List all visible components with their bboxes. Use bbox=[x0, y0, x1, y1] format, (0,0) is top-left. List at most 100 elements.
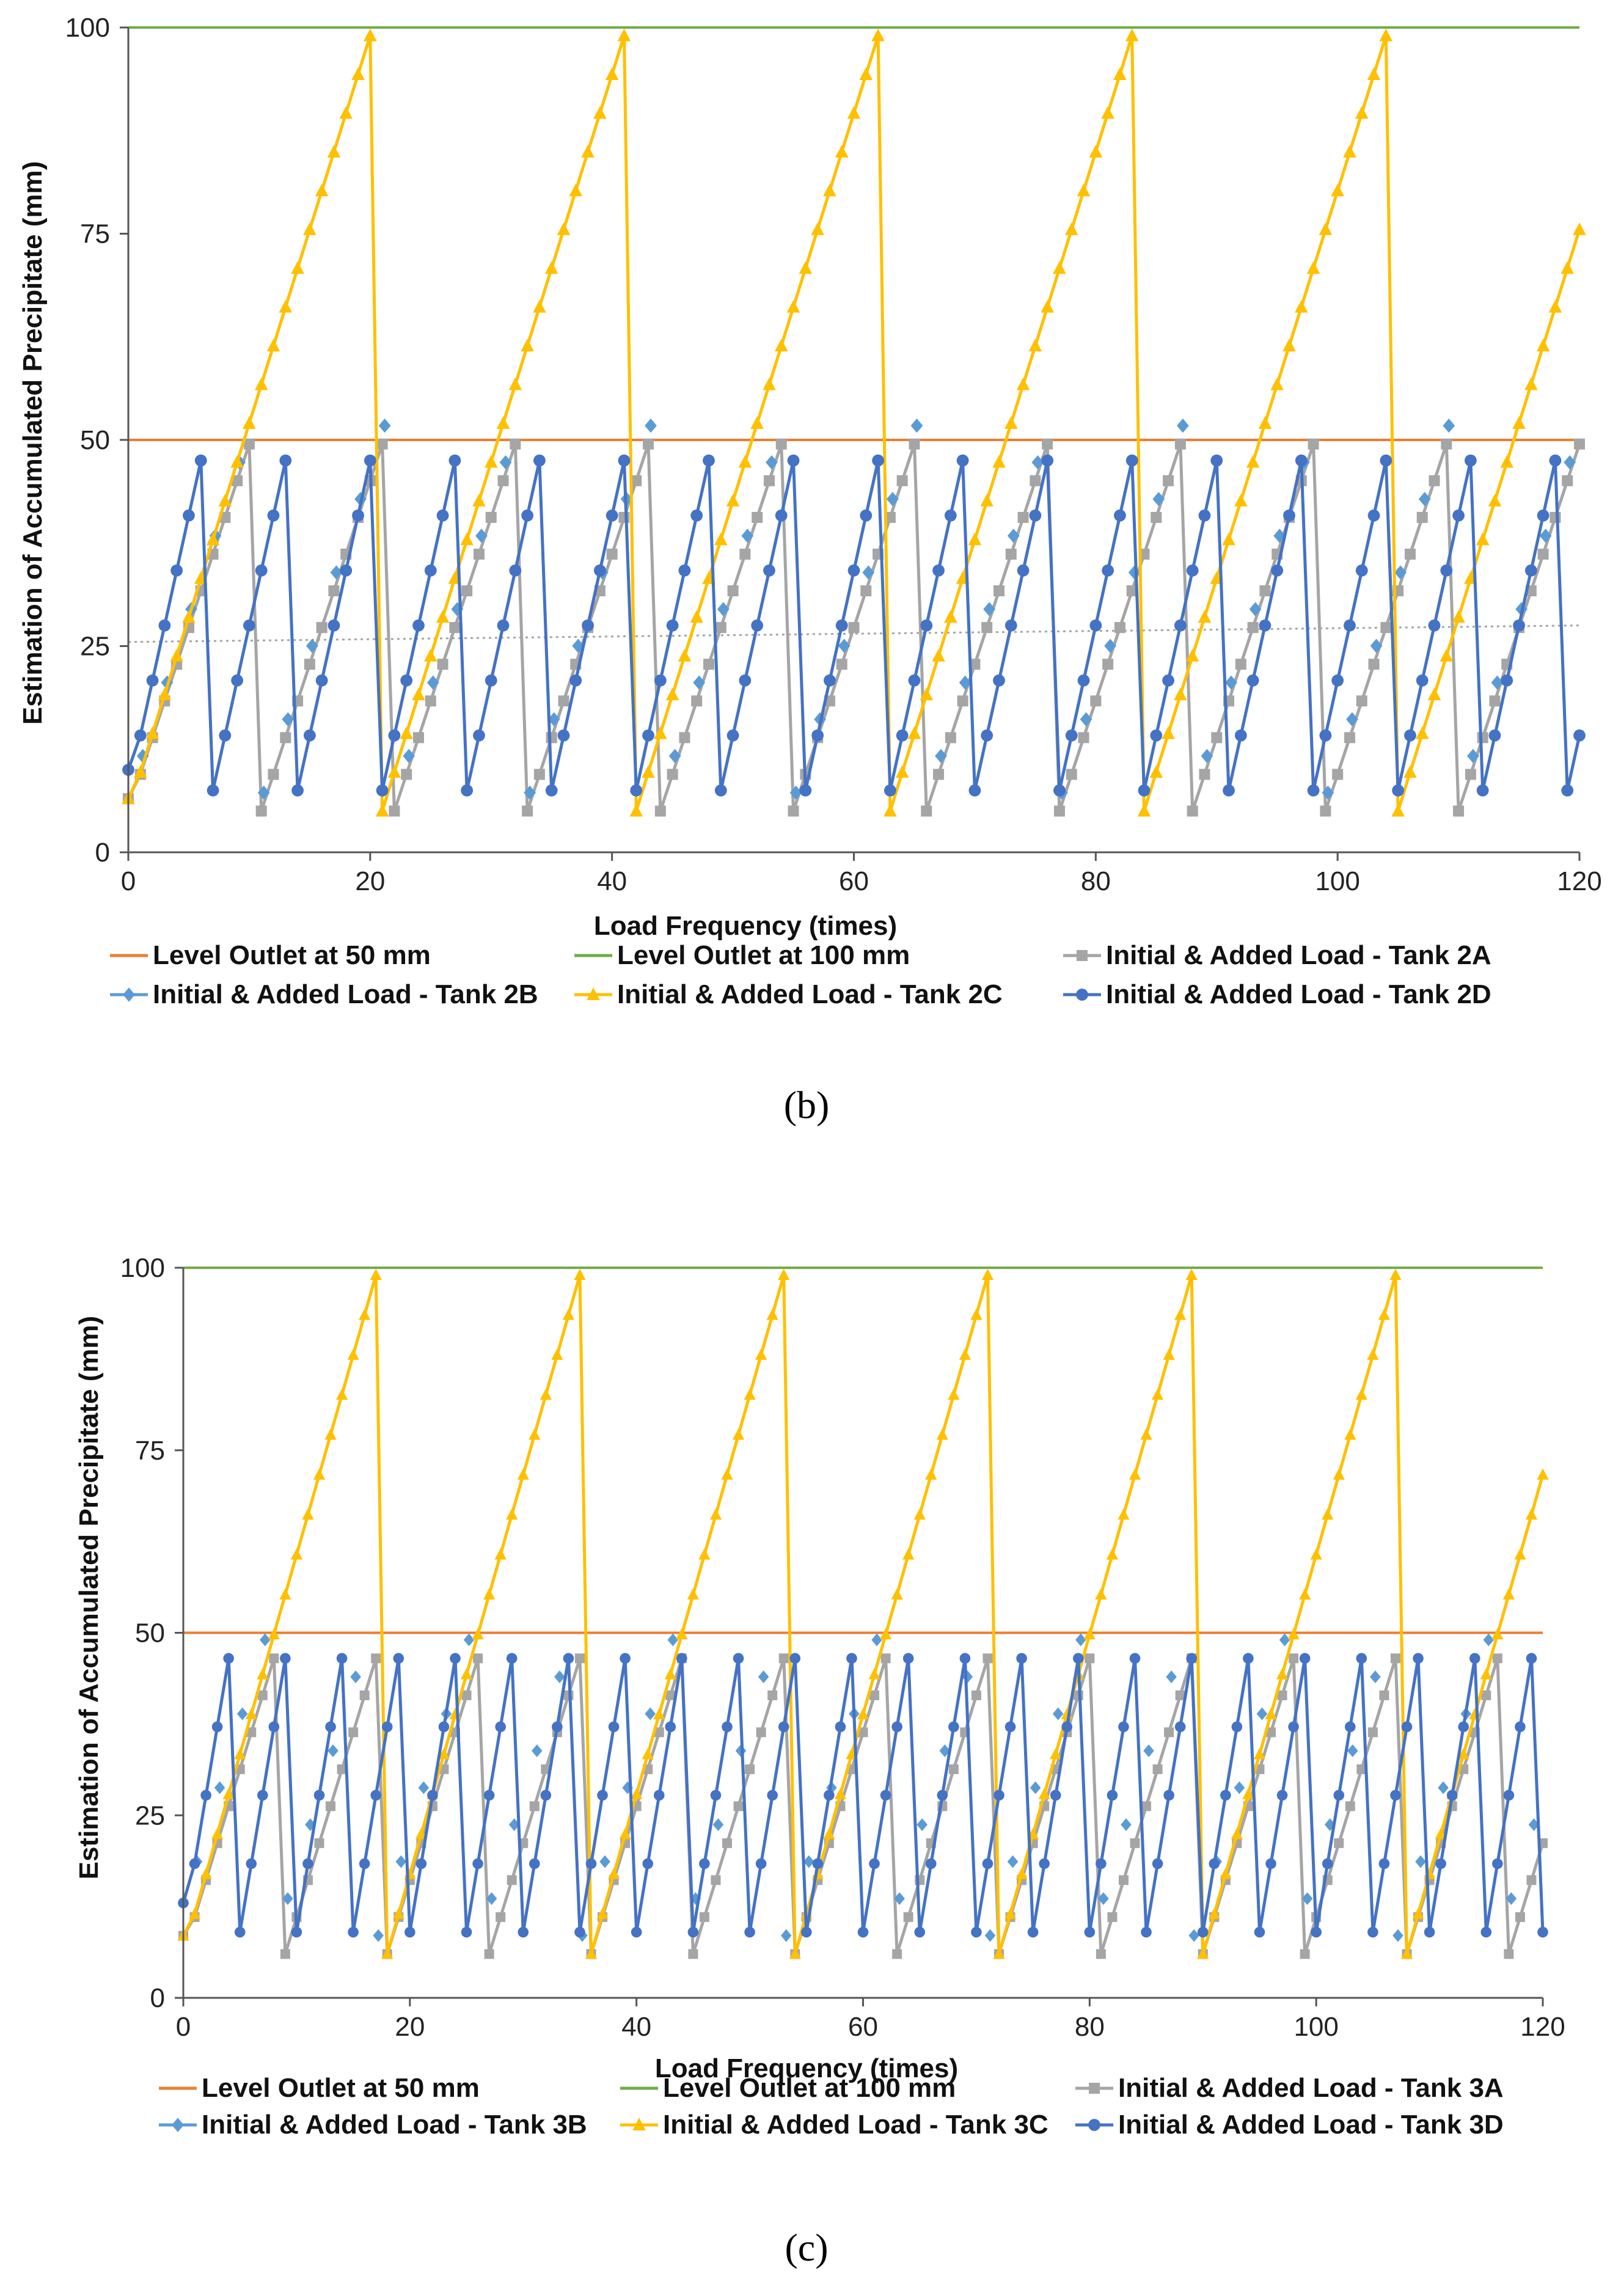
data-point bbox=[1209, 1858, 1220, 1870]
data-point bbox=[1427, 687, 1441, 701]
data-point bbox=[133, 765, 147, 778]
data-point bbox=[268, 1628, 280, 1640]
legend-marker bbox=[172, 2118, 184, 2132]
data-point bbox=[533, 299, 546, 313]
data-point bbox=[1477, 732, 1488, 744]
data-point bbox=[437, 659, 448, 670]
data-point bbox=[925, 1858, 937, 1870]
data-point bbox=[778, 1268, 790, 1280]
data-point bbox=[703, 659, 714, 670]
data-point bbox=[741, 528, 754, 543]
data-point bbox=[1370, 638, 1383, 653]
data-point bbox=[642, 729, 654, 742]
data-point bbox=[1174, 619, 1187, 632]
data-point bbox=[497, 475, 509, 486]
data-point bbox=[282, 712, 295, 727]
data-point bbox=[917, 1818, 928, 1831]
data-point bbox=[1319, 729, 1332, 742]
data-point bbox=[1550, 511, 1561, 523]
data-point bbox=[629, 803, 643, 817]
data-point bbox=[517, 1468, 529, 1480]
data-point bbox=[914, 1926, 926, 1938]
data-point bbox=[306, 638, 318, 653]
data-point bbox=[551, 1348, 563, 1360]
data-point bbox=[959, 1348, 971, 1360]
data-point bbox=[605, 67, 619, 80]
data-point bbox=[1053, 261, 1066, 274]
data-point bbox=[847, 564, 860, 577]
data-point bbox=[1128, 565, 1141, 580]
data-point bbox=[267, 509, 280, 522]
data-point bbox=[134, 729, 147, 742]
data-point bbox=[1392, 1929, 1403, 1942]
series-initial-added-load-tank-2c bbox=[122, 28, 1586, 817]
data-point bbox=[1299, 1588, 1311, 1600]
data-point bbox=[980, 494, 994, 506]
data-point bbox=[1488, 729, 1501, 742]
data-point bbox=[1347, 1744, 1358, 1757]
data-point bbox=[642, 1748, 654, 1760]
data-point bbox=[255, 805, 267, 817]
data-point bbox=[189, 1858, 200, 1870]
data-point bbox=[894, 1892, 905, 1905]
data-point bbox=[981, 729, 993, 742]
data-point bbox=[339, 106, 353, 119]
data-point bbox=[750, 416, 764, 429]
data-point bbox=[1126, 585, 1138, 597]
data-point bbox=[473, 1653, 483, 1664]
data-point bbox=[993, 1790, 1004, 1801]
data-point bbox=[223, 1653, 234, 1664]
data-point bbox=[506, 1508, 518, 1520]
data-point bbox=[665, 1721, 676, 1733]
data-point bbox=[359, 1690, 370, 1700]
legend-marker bbox=[1089, 2083, 1100, 2094]
data-point bbox=[1016, 1653, 1027, 1664]
data-point bbox=[939, 1744, 951, 1757]
data-point bbox=[1370, 1670, 1381, 1683]
x-tick-label: 80 bbox=[1075, 2012, 1105, 2042]
data-point bbox=[1143, 1744, 1154, 1757]
data-point bbox=[606, 509, 618, 522]
data-point bbox=[400, 674, 413, 687]
data-point bbox=[732, 1428, 745, 1440]
data-point bbox=[1254, 1926, 1265, 1938]
data-point bbox=[485, 511, 497, 523]
series-initial-added-load-tank-3b bbox=[191, 1633, 1540, 1942]
data-point bbox=[618, 454, 631, 467]
data-point bbox=[1367, 1727, 1378, 1738]
data-point bbox=[812, 1858, 824, 1870]
data-point bbox=[1027, 1926, 1039, 1938]
data-point bbox=[1234, 494, 1248, 506]
data-point bbox=[1488, 494, 1502, 506]
data-point bbox=[1231, 1721, 1243, 1733]
data-point bbox=[499, 455, 512, 470]
data-point bbox=[1465, 769, 1476, 780]
data-point bbox=[218, 494, 232, 506]
legend-label: Level Outlet at 50 mm bbox=[153, 940, 431, 970]
data-point bbox=[593, 564, 606, 577]
data-point bbox=[1525, 1508, 1538, 1520]
data-point bbox=[330, 565, 343, 580]
data-point bbox=[712, 1818, 724, 1831]
data-point bbox=[1004, 1907, 1017, 1919]
data-point bbox=[1017, 564, 1030, 577]
data-point bbox=[337, 1764, 347, 1774]
data-point bbox=[717, 602, 730, 616]
data-point bbox=[653, 1790, 665, 1801]
data-point bbox=[970, 1308, 982, 1320]
data-point bbox=[1345, 1801, 1355, 1812]
data-point bbox=[231, 674, 244, 687]
data-point bbox=[1137, 803, 1151, 817]
data-point bbox=[711, 1875, 721, 1885]
y-tick-label: 25 bbox=[80, 632, 110, 662]
data-point bbox=[739, 674, 752, 687]
x-tick-label: 120 bbox=[1520, 2012, 1565, 2042]
data-point bbox=[1277, 1690, 1287, 1700]
data-point bbox=[381, 1947, 393, 1959]
data-point bbox=[546, 732, 557, 744]
data-point bbox=[1506, 1892, 1517, 1905]
data-point bbox=[799, 784, 812, 797]
data-point bbox=[981, 1268, 994, 1280]
data-point bbox=[522, 805, 533, 817]
data-point bbox=[835, 145, 849, 158]
